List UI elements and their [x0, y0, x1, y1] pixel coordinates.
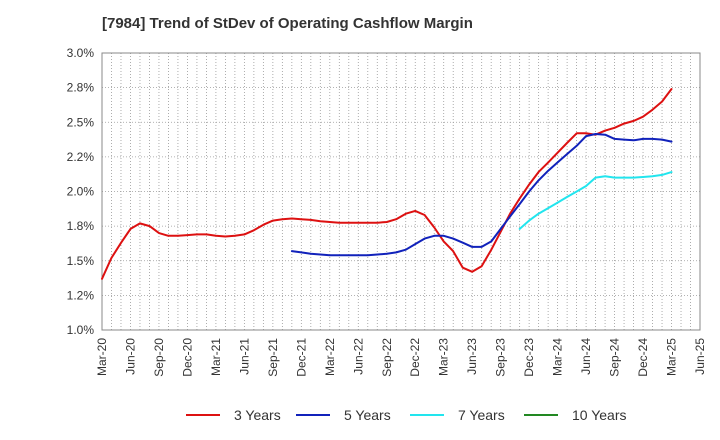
- x-tick-label: Jun-20: [123, 338, 137, 375]
- legend-label-7-years: 7 Years: [458, 407, 505, 423]
- x-tick-label: Jun-24: [579, 338, 593, 375]
- chart-title: [7984] Trend of StDev of Operating Cashf…: [102, 15, 473, 32]
- y-tick-label: 1.0%: [67, 323, 95, 337]
- series-line-3-years: [101, 88, 673, 280]
- x-tick-label: Mar-21: [209, 338, 223, 376]
- x-tick-label: Jun-22: [351, 338, 365, 375]
- x-tick-label: Jun-25: [693, 338, 707, 375]
- x-tick-label: Sep-23: [494, 338, 508, 377]
- legend-label-5-years: 5 Years: [344, 407, 391, 423]
- y-tick-label: 2.0%: [67, 185, 95, 199]
- x-tick-label: Mar-23: [437, 338, 451, 376]
- x-tick-label: Mar-22: [323, 338, 337, 376]
- series-line-7-years: [518, 171, 673, 230]
- x-tick-label: Mar-25: [665, 338, 679, 376]
- x-tick-label: Dec-23: [522, 338, 536, 377]
- y-tick-label: 2.5%: [67, 115, 95, 129]
- x-tick-label: Dec-24: [636, 338, 650, 377]
- legend: 3 Years 5 Years 7 Years 10 Years: [0, 405, 720, 427]
- x-tick-label: Jun-21: [237, 338, 251, 375]
- x-tick-label: Sep-22: [380, 338, 394, 377]
- x-tick-label: Sep-20: [152, 338, 166, 377]
- grid-lines: [102, 52, 700, 331]
- legend-swatch-5-years: [296, 414, 330, 416]
- legend-label-10-years: 10 Years: [572, 407, 627, 423]
- legend-item-10-years: 10 Years: [524, 405, 627, 425]
- y-tick-label: 1.8%: [67, 219, 95, 233]
- x-tick-label: Dec-21: [294, 338, 308, 377]
- y-tick-label: 3.0%: [67, 46, 95, 60]
- x-tick-label: Mar-20: [95, 338, 109, 376]
- x-tick-label: Mar-24: [551, 338, 565, 376]
- series-line-5-years: [290, 133, 673, 257]
- y-tick-label: 2.8%: [67, 81, 95, 95]
- legend-swatch-3-years: [186, 414, 220, 416]
- plot-area: [101, 52, 701, 331]
- line-chart: 3.0% 2.8% 2.5% 2.2% 2.0% 1.8% 1.5% 1.2% 1.0% Mar…: [67, 46, 707, 377]
- y-tick-label: 1.2%: [67, 288, 95, 302]
- legend-item-5-years: 5 Years: [296, 405, 391, 425]
- legend-item-7-years: 7 Years: [410, 405, 505, 425]
- x-tick-label: Dec-22: [408, 338, 422, 377]
- x-tick-label: Sep-21: [266, 338, 280, 377]
- legend-item-3-years: 3 Years: [186, 405, 281, 425]
- y-tick-label: 2.2%: [67, 150, 95, 164]
- legend-swatch-10-years: [524, 414, 558, 416]
- x-tick-label: Dec-20: [180, 338, 194, 377]
- legend-label-3-years: 3 Years: [234, 407, 281, 423]
- x-tick-label: Jun-23: [465, 338, 479, 375]
- x-axis-labels: Mar-20 Jun-20 Sep-20 Dec-20 Mar-21 Jun-21 Sep-…: [95, 338, 707, 377]
- y-tick-label: 1.5%: [67, 254, 95, 268]
- series-lines: [101, 88, 673, 280]
- x-tick-label: Sep-24: [608, 338, 622, 377]
- legend-swatch-7-years: [410, 414, 444, 416]
- y-axis-labels: 3.0% 2.8% 2.5% 2.2% 2.0% 1.8% 1.5% 1.2% 1.0%: [67, 46, 95, 337]
